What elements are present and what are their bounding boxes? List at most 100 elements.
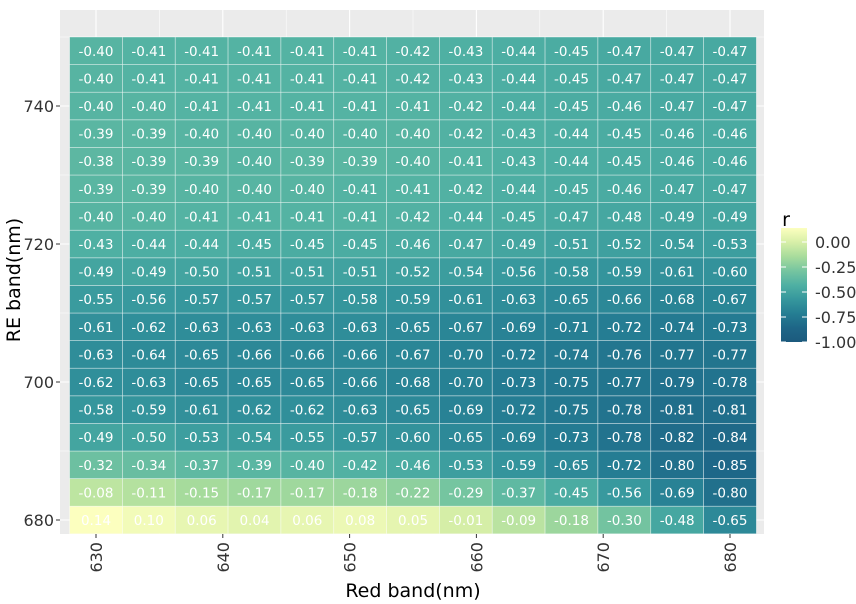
cell-value-label: -0.75: [554, 403, 589, 419]
heatmap-cell: [69, 174, 123, 203]
cell-value-label: -0.44: [184, 237, 219, 253]
cell-value-label: -0.59: [501, 458, 536, 474]
cell-value-label: -0.01: [448, 513, 483, 529]
x-axis-title: Red band(nm): [345, 580, 480, 602]
cell-value-label: -0.43: [501, 154, 536, 170]
heatmap-cell: [650, 285, 704, 314]
heatmap-cell: [69, 312, 123, 341]
cell-value-label: -0.74: [554, 347, 589, 363]
heatmap-cell: [386, 312, 440, 341]
heatmap-cell: [703, 36, 757, 65]
cell-value-label: -0.47: [713, 44, 748, 60]
cell-value-label: -0.44: [501, 44, 536, 60]
heatmap-cell: [544, 91, 599, 121]
cell-value-label: -0.40: [237, 182, 272, 198]
cell-value-label: -0.44: [554, 127, 589, 143]
cell-value-label: -0.60: [396, 430, 431, 446]
cell-value-label: -0.42: [448, 127, 483, 143]
heatmap-cell: [650, 36, 704, 65]
cell-value-label: -0.65: [396, 403, 431, 419]
heatmap-cell: [491, 285, 546, 314]
cell-value-label: -0.58: [343, 292, 378, 308]
heatmap-cell: [491, 423, 546, 452]
cell-value-label: -0.50: [131, 430, 166, 446]
cell-value-label: -0.45: [607, 154, 642, 170]
heatmap-cell: [491, 340, 546, 369]
heatmap-cell: [544, 450, 599, 479]
heatmap-cell: [386, 64, 440, 93]
heatmap-cell: [174, 36, 229, 65]
heatmap-cell: [280, 367, 335, 397]
cell-value-label: -0.49: [79, 430, 114, 446]
cell-value-label: -0.11: [131, 485, 166, 501]
cell-value-label: -0.51: [237, 265, 272, 281]
heatmap-cell: [544, 478, 599, 507]
heatmap-cell: [650, 340, 704, 369]
cell-value-label: -0.41: [343, 71, 378, 87]
cell-value-label: -0.56: [607, 485, 642, 501]
cell-value-label: -0.61: [448, 292, 483, 308]
heatmap-cell: [174, 229, 229, 259]
heatmap-cell: [280, 285, 335, 314]
cell-value-label: 0.04: [239, 513, 269, 529]
heatmap-cell: [597, 174, 652, 203]
heatmap-cell: [333, 64, 387, 93]
heatmap-cell: [333, 174, 387, 203]
heatmap-cell: [174, 312, 229, 341]
cell-value-label: -0.47: [660, 182, 695, 198]
heatmap-cell: [703, 367, 757, 397]
cell-value-label: -0.40: [79, 209, 114, 225]
cell-value-label: -0.46: [396, 237, 431, 253]
cell-value-label: -0.39: [290, 154, 325, 170]
heatmap-cell: [544, 395, 599, 424]
cell-value-label: -0.57: [237, 292, 272, 308]
cell-value-label: -0.67: [448, 320, 483, 336]
heatmap-cell: [280, 257, 335, 286]
cell-value-label: -0.64: [131, 347, 166, 363]
color-legend: r 0.00 -0.25 -0.50 -0.75 -1.00: [781, 209, 856, 352]
cell-value-label: -0.49: [79, 265, 114, 281]
heatmap-cell: [69, 257, 123, 286]
heatmap-cell: [703, 119, 757, 148]
cell-value-label: -0.71: [554, 320, 589, 336]
heatmap-cell: [491, 229, 546, 259]
cell-value-label: -0.63: [79, 347, 114, 363]
heatmap-cell: [491, 450, 546, 479]
heatmap-cell: [544, 505, 599, 535]
heatmap-cell: [386, 340, 440, 369]
cell-value-label: -0.59: [396, 292, 431, 308]
cell-value-label: -0.65: [290, 375, 325, 391]
cell-value-label: -0.59: [131, 403, 166, 419]
cell-value-label: -0.41: [396, 182, 431, 198]
cell-value-label: -0.54: [237, 430, 272, 446]
y-tick-label: 720: [23, 235, 54, 254]
cell-value-label: -0.43: [448, 71, 483, 87]
heatmap-cell: [703, 505, 757, 535]
heatmap-cell: [491, 478, 546, 507]
cell-value-label: -0.41: [237, 99, 272, 115]
cell-value-label: -0.46: [607, 99, 642, 115]
cell-value-label: -0.40: [79, 99, 114, 115]
cell-value-label: -0.48: [607, 209, 642, 225]
cell-value-label: -0.66: [343, 375, 378, 391]
heatmap-cell: [122, 340, 176, 369]
cell-value-label: -0.40: [131, 209, 166, 225]
cell-value-label: -0.44: [448, 209, 483, 225]
heatmap-cell: [69, 119, 123, 148]
cell-value-label: -0.46: [607, 182, 642, 198]
cell-value-label: -0.66: [237, 347, 272, 363]
cell-value-label: -0.43: [79, 237, 114, 253]
cell-value-label: -0.49: [713, 209, 748, 225]
heatmap-cell: [280, 340, 335, 369]
heatmap-cell: [439, 423, 493, 452]
y-tick-label: 680: [23, 511, 54, 530]
x-tick-label: 680: [721, 542, 740, 573]
cell-value-label: -0.49: [501, 237, 536, 253]
heatmap-cell: [439, 147, 493, 176]
heatmap-cell: [386, 257, 440, 286]
cell-value-label: -0.53: [713, 237, 748, 253]
cell-value-label: -0.47: [660, 44, 695, 60]
cell-value-label: -0.55: [290, 430, 325, 446]
cell-value-label: 0.06: [292, 513, 322, 529]
heatmap-cell: [386, 147, 440, 176]
